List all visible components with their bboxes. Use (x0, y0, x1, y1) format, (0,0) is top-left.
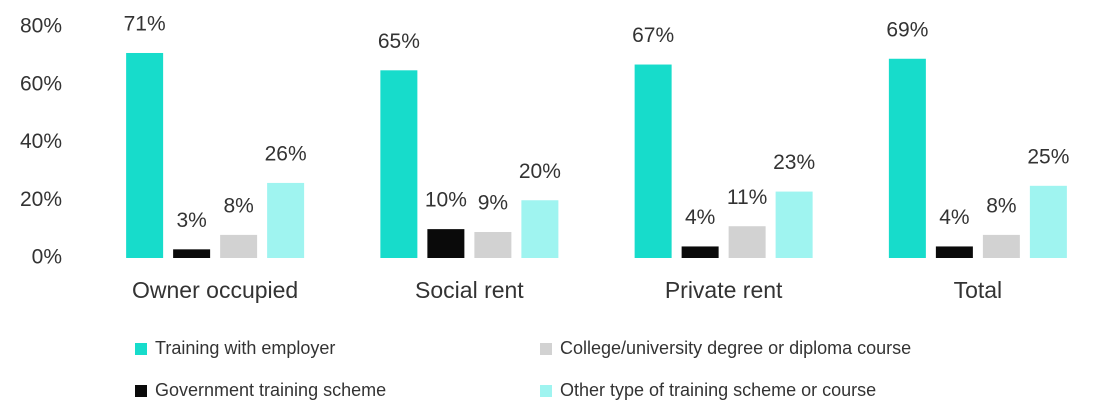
legend-swatch (540, 385, 552, 397)
value-label: 71% (124, 13, 166, 36)
legend-label: Training with employer (155, 338, 335, 358)
legend-swatch (135, 385, 147, 397)
value-label: 9% (478, 192, 508, 215)
legend-label: Government training scheme (155, 380, 386, 400)
bar (380, 70, 418, 258)
y-tick-label: 80% (20, 15, 62, 38)
bar (521, 200, 559, 258)
value-label: 69% (886, 18, 928, 41)
bar (173, 249, 211, 258)
legend-swatch (540, 343, 552, 355)
x-tick-label: Total (954, 277, 1003, 303)
bar (681, 246, 719, 258)
legend-swatch (135, 343, 147, 355)
bar (474, 232, 512, 258)
bar (427, 229, 465, 258)
bar (888, 58, 926, 259)
value-label: 23% (773, 151, 815, 174)
value-label: 8% (986, 194, 1016, 217)
value-label: 25% (1027, 145, 1069, 168)
legend-label: Other type of training scheme or course (560, 380, 876, 400)
x-tick-label: Social rent (415, 277, 524, 303)
value-label: 3% (176, 209, 206, 232)
value-label: 10% (425, 189, 467, 212)
legend-label: College/university degree or diploma cou… (560, 338, 911, 358)
value-label: 26% (265, 142, 307, 165)
bar (634, 64, 672, 258)
y-tick-label: 20% (20, 188, 62, 211)
y-tick-label: 60% (20, 72, 62, 95)
bar (220, 234, 258, 258)
x-tick-label: Private rent (665, 277, 783, 303)
bar (775, 191, 813, 258)
y-tick-label: 0% (32, 246, 62, 269)
value-label: 20% (519, 160, 561, 183)
value-label: 11% (727, 186, 767, 209)
bar (267, 182, 305, 258)
bar (935, 246, 973, 258)
bar (126, 52, 164, 258)
bar (1029, 185, 1067, 258)
value-label: 65% (378, 30, 420, 53)
bar (982, 234, 1020, 258)
value-label: 67% (632, 24, 674, 47)
bar (728, 226, 766, 258)
y-tick-label: 40% (20, 130, 62, 153)
value-label: 4% (939, 206, 969, 229)
value-label: 4% (685, 206, 715, 229)
value-label: 8% (223, 194, 253, 217)
x-tick-label: Owner occupied (132, 277, 298, 303)
